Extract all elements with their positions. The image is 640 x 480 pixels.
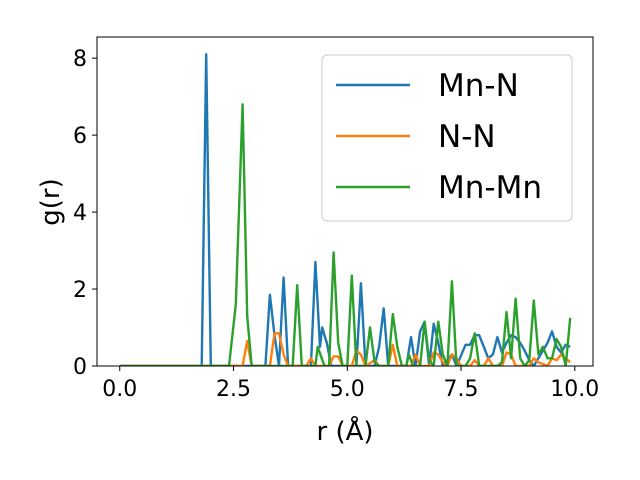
series-layer (119, 53, 572, 366)
y-tick-label: 8 (73, 47, 87, 72)
series-line-0 (119, 53, 571, 366)
x-axis-label: r (Å) (316, 415, 373, 447)
x-tick-label: 10.0 (550, 377, 599, 402)
y-tick-label: 2 (73, 278, 87, 303)
legend: Mn-N N-N Mn-Mn (321, 54, 573, 222)
axes-layer: 0.0 2.5 5.0 7.5 10.0 0 2 4 6 8 (73, 36, 599, 402)
x-tick-label: 0.0 (102, 377, 137, 402)
y-axis-label: g(r) (36, 178, 66, 225)
legend-label-0: Mn-N (438, 68, 519, 104)
legend-label-2: Mn-Mn (438, 170, 542, 206)
x-tick-label: 5.0 (330, 377, 365, 402)
legend-label-1: N-N (438, 119, 496, 155)
legend-box (321, 54, 573, 222)
x-tick-label: 7.5 (444, 377, 479, 402)
y-tick-label: 0 (73, 355, 87, 380)
y-tick-label: 6 (73, 124, 87, 149)
plot-frame (96, 36, 594, 367)
x-tick-label: 2.5 (216, 377, 251, 402)
series-line-2 (119, 103, 572, 366)
y-tick-label: 4 (73, 201, 87, 226)
